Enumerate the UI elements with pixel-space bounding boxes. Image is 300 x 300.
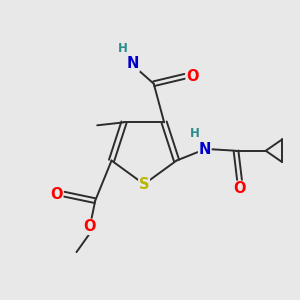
Text: O: O [50, 187, 63, 202]
Text: O: O [84, 219, 96, 234]
Text: N: N [127, 56, 139, 71]
Text: H: H [190, 127, 199, 140]
Text: S: S [139, 177, 149, 192]
Text: H: H [118, 41, 128, 55]
Text: O: O [186, 69, 199, 84]
Text: N: N [199, 142, 211, 157]
Text: O: O [233, 181, 246, 196]
